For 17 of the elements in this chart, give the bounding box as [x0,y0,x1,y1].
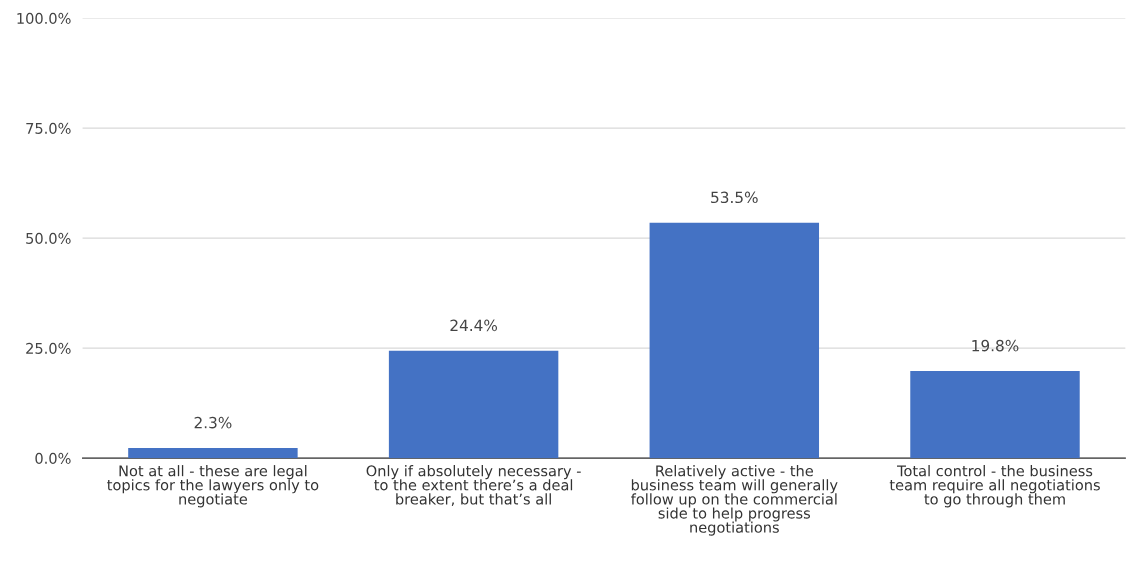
y-tick-label: 75.0% [26,122,71,134]
x-tick-label: Not at all - these are legal topics for the lawyers only to negotiate [107,465,319,508]
data-label: 24.4% [450,319,498,332]
x-tick-label: Only if absolutely necessary - to the extent there’s a deal breaker, but that’s all [366,465,581,507]
bar [128,448,298,459]
bar [388,350,559,459]
y-tick-label: 100.0% [17,12,71,24]
bar [649,222,820,459]
y-tick-label: 0.0% [35,452,71,464]
x-tick-label: Total control - the business team require all negotiations to go through them [889,465,1100,508]
y-tick-label: 50.0% [26,232,71,244]
x-tick-label: Relatively active - the business team will generally follow up on the commercial side to help progress negotiations [631,465,838,536]
bar [910,371,1080,459]
data-label: 53.5% [711,191,758,204]
data-label: 19.8% [972,339,1019,352]
data-label: 2.3% [194,416,232,429]
y-tick-label: 25.0% [26,342,71,354]
